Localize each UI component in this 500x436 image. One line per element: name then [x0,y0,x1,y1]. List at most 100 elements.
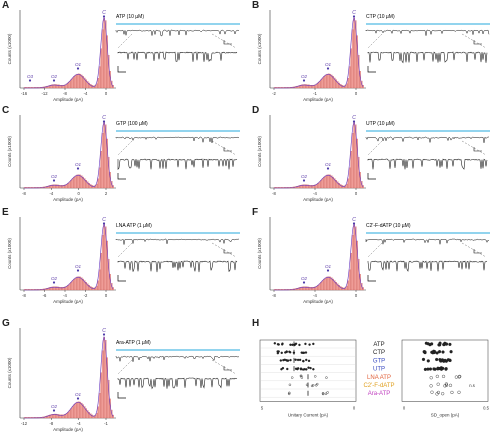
histogram-bar [98,167,101,189]
histogram-bar [76,174,78,189]
trace-c: GTP (100 µM) [115,121,240,180]
panel-label: E [2,207,9,218]
x-tick-label: -8 [49,421,53,426]
data-point [276,343,280,346]
peak-label: O1 [75,62,82,67]
histogram-bar [296,85,298,89]
data-point [305,358,308,362]
histogram-bar [348,269,351,291]
histogram-bar [354,124,357,189]
data-point [289,343,292,346]
histogram-bar [305,184,307,189]
histogram-bar [112,185,114,189]
histogram-bar [103,337,105,419]
peak-marker [76,269,80,272]
y-axis-label: Counts (x1000) [257,33,262,64]
data-point [291,376,294,379]
y-axis-label: Counts (x1000) [7,238,12,269]
histogram-g: Counts (x1000) Amplitude (pA) -12 -8 -4 -1 O2 O… [7,328,116,432]
histogram-bar [73,76,75,89]
x-tick-label: -4 [63,293,67,298]
fit-curve [24,335,114,419]
data-point [448,358,452,363]
histogram-bar [98,393,101,419]
histogram-bar [335,282,337,291]
x-axis-label: Amplitude (pA) [53,299,83,304]
histogram-bar [308,84,310,89]
peak-marker [302,281,306,284]
histogram-bar [345,285,348,291]
histogram-bar [300,286,303,291]
histogram-bar [312,185,315,189]
x-tick-label: -4 [49,191,53,196]
histogram-bar [332,278,334,291]
data-point [298,343,301,347]
histogram-bar [336,181,339,189]
scale-bar [223,366,232,371]
data-point [438,358,442,362]
histogram-bar [303,84,306,89]
scale-bar [473,147,482,152]
peak-marker [102,333,106,336]
histogram-bar [308,184,310,189]
data-point [280,351,283,355]
panel-a: A Counts (x1000) Amplitude (pA) -16 -12 -8 -4… [0,0,250,105]
scale-bar [367,275,376,282]
peak-label: O2 [51,74,58,79]
histogram-bar [356,138,358,189]
x-axis-label: Amplitude (pA) [303,97,333,102]
histogram-bar [305,84,307,89]
peak-marker [326,167,330,170]
peak-label: O1 [325,62,332,67]
zoom-line [211,242,237,258]
histogram-bar [333,178,336,189]
data-point [448,383,453,387]
trace-f: C2'-F-dATP (10 µM) [365,223,490,282]
fit-curve [24,16,114,89]
trace-zoom [367,158,488,170]
peak-marker [52,409,56,412]
histogram-bar [68,410,71,419]
left-frame [259,339,357,402]
data-point [312,342,315,346]
peak-marker [102,120,106,123]
scale-bar [117,275,126,282]
trace-title: GTP (100 µM) [116,121,148,127]
peak-marker [326,67,330,70]
scale-bar [223,147,232,152]
histogram-bar [338,285,340,291]
scale-bar [473,40,482,45]
histogram-bar [79,174,81,189]
data-point [432,367,436,371]
histogram-bar [97,406,99,419]
data-point [441,392,445,396]
trace-long [365,29,490,36]
y-axis-label: Counts (x1000) [7,33,12,64]
scale-bar [473,249,482,254]
peak-marker [28,79,32,82]
histogram-bar [311,185,313,189]
histogram-bar [354,226,357,291]
trace-long [115,238,240,245]
x-tick-label: 0 [77,191,80,196]
histogram-bar [329,174,331,189]
data-point [309,366,312,370]
scale-bar [117,173,126,180]
data-point [305,368,308,371]
histogram-bar [77,276,80,291]
panel-h: H ATP CTP GTP UTP LNA ATP C2'-F-dATP Ara-ATP 5 0… [250,318,500,436]
histogram-bar [297,287,300,291]
histogram-bar [71,406,74,419]
histogram-bar [324,74,327,89]
y-axis-label: Counts (x1000) [257,136,262,167]
peak-marker [76,397,80,400]
zoom-line [211,33,237,49]
histogram-bar [101,235,104,291]
histogram-bar [70,79,72,89]
peak-label: O1 [75,392,82,397]
trace-zoom [117,260,238,273]
histogram-bar [353,224,355,291]
histogram-e: Counts (x1000) Amplitude (pA) -8 -6 -4 -2 0 O2 O… [7,217,116,304]
peak-label: O2 [51,174,58,179]
data-point [458,374,462,379]
